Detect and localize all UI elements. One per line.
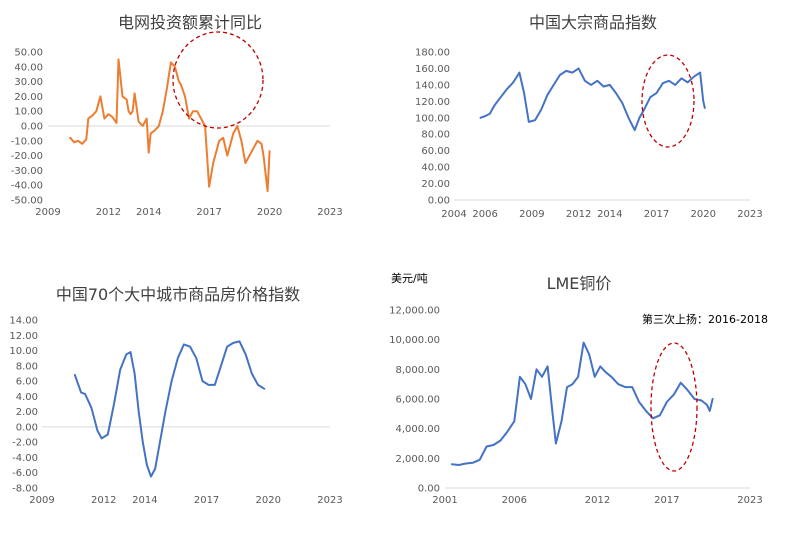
y-tick-label: 0.00	[16, 422, 38, 433]
highlight-circle	[641, 54, 695, 148]
annotation-text: 第三次上扬：2016-2018	[642, 312, 768, 326]
y-tick-label: -6.00	[12, 468, 38, 479]
y-tick-label: 4,000.00	[395, 424, 440, 435]
y-tick-label: 4.00	[16, 392, 38, 403]
y-tick-label: -8.00	[12, 484, 38, 495]
y-tick-label: 10.00	[14, 107, 43, 118]
y-tick-label: 2.00	[16, 407, 38, 418]
y-tick-label: 10,000.00	[389, 335, 440, 346]
y-tick-label: -50.00	[11, 196, 43, 207]
series-line	[450, 341, 714, 466]
y-tick-label: 20.00	[421, 179, 450, 190]
x-tick-label: 2020	[691, 209, 716, 220]
x-tick-label: 2009	[35, 207, 60, 218]
y-tick-label: -4.00	[12, 453, 38, 464]
y-tick-label: 0.00	[418, 484, 440, 495]
chart-title: 中国大宗商品指数	[529, 13, 657, 32]
y-tick-label: 30.00	[14, 77, 43, 88]
y-tick-label: -10.00	[11, 136, 43, 147]
y-tick-label: -40.00	[11, 181, 43, 192]
y-tick-label: 120.00	[415, 97, 450, 108]
x-tick-label: 2017	[654, 495, 679, 506]
x-tick-label: 2020	[257, 207, 282, 218]
x-tick-label: 2023	[317, 495, 342, 506]
x-tick-label: 2023	[317, 207, 342, 218]
y-tick-label: 20.00	[14, 92, 43, 103]
chart-1: 电网投资额累计同比 50.00 40.00 30.00 20.00 10.00 0.00 -1…	[11, 13, 343, 218]
chart-3: 中国70个大中城市商品房价格指数 14.00 12.00 10.00 8.00 6.00 4…	[9, 285, 342, 506]
y-tick-label: 8,000.00	[395, 365, 440, 376]
y-tick-label: 0.00	[21, 122, 43, 133]
x-tick-label: 2009	[29, 495, 54, 506]
x-tick-label: 2023	[737, 495, 762, 506]
y-tick-label: -2.00	[12, 438, 38, 449]
chart-4: LME铜价 12,000.00 10,000.00 8,000.00 6,000.00 4…	[389, 272, 768, 506]
y-tick-label: 160.00	[415, 64, 450, 75]
y-tick-label: 180.00	[415, 48, 450, 59]
chart-title: 中国70个大中城市商品房价格指数	[56, 285, 300, 304]
y-tick-label: 12,000.00	[389, 306, 440, 317]
y-tick-label: 0.00	[428, 196, 450, 207]
y-tick-label: 6.00	[16, 377, 38, 388]
series-line	[73, 340, 266, 478]
y-tick-label: 100.00	[415, 113, 450, 124]
x-tick-label: 2001	[432, 495, 457, 506]
y-tick-label: 50.00	[14, 48, 43, 59]
x-tick-label: 2023	[737, 209, 762, 220]
y-tick-label: 40.00	[14, 62, 43, 73]
chart-2: 中国大宗商品指数 180.00 160.00 140.00 120.00 100.00 80…	[415, 13, 763, 220]
y-tick-label: 2,000.00	[395, 454, 440, 465]
series-line	[69, 58, 271, 193]
x-tick-label: 2012	[566, 209, 591, 220]
x-tick-label: 2017	[196, 207, 221, 218]
y-tick-label: -20.00	[11, 151, 43, 162]
y-tick-label: 140.00	[415, 80, 450, 91]
highlight-circle	[172, 31, 264, 129]
x-tick-label: 2017	[644, 209, 669, 220]
y-tick-label: 14.00	[9, 316, 38, 327]
y-tick-label: -30.00	[11, 166, 43, 177]
highlight-circle	[650, 342, 698, 472]
y-tick-label: 60.00	[421, 146, 450, 157]
x-tick-label: 2009	[519, 209, 544, 220]
x-tick-label: 2014	[597, 209, 622, 220]
x-tick-label: 2004	[441, 209, 466, 220]
x-tick-label: 2012	[585, 495, 610, 506]
x-tick-label: 2012	[91, 495, 116, 506]
unit-label: 美元/吨	[391, 272, 428, 285]
x-tick-label: 2012	[96, 207, 121, 218]
x-tick-label: 2017	[194, 495, 219, 506]
x-tick-label: 2014	[132, 495, 157, 506]
x-tick-label: 2014	[136, 207, 161, 218]
y-tick-label: 10.00	[9, 346, 38, 357]
y-tick-label: 8.00	[16, 361, 38, 372]
chart-title: 电网投资额累计同比	[118, 13, 262, 32]
x-tick-label: 2020	[256, 495, 281, 506]
x-tick-label: 2006	[502, 495, 527, 506]
x-tick-label: 2006	[472, 209, 497, 220]
y-tick-label: 40.00	[421, 163, 450, 174]
series-line	[479, 67, 706, 132]
y-tick-label: 80.00	[421, 130, 450, 141]
y-tick-label: 6,000.00	[395, 395, 440, 406]
y-tick-label: 12.00	[9, 331, 38, 342]
chart-title: LME铜价	[547, 274, 612, 293]
